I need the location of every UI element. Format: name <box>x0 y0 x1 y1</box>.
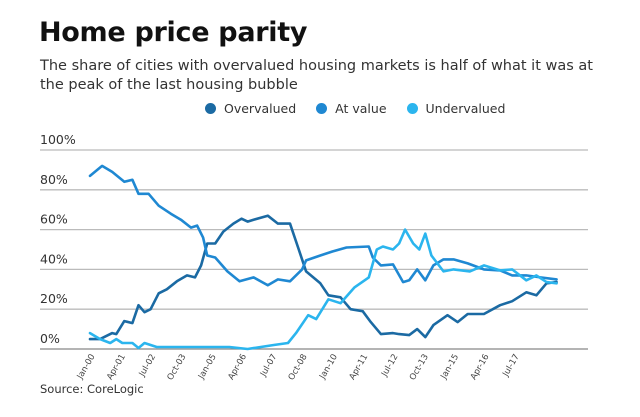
y-tick-label: 40% <box>40 251 68 266</box>
y-tick-label: 20% <box>40 291 68 306</box>
legend-label-undervalued: Undervalued <box>425 101 506 116</box>
x-tick-label: Jan-10 <box>317 353 340 382</box>
x-tick-label: Jul-02 <box>137 353 158 380</box>
y-tick-label: 60% <box>40 212 68 227</box>
legend-dot-at-value <box>316 103 328 114</box>
y-tick-label: 0% <box>40 331 60 346</box>
chart-subtitle: The share of cities with overvalued hous… <box>40 58 593 93</box>
legend-dot-overvalued <box>205 103 216 114</box>
x-tick-label: Apr-11 <box>348 353 371 382</box>
legend-label-overvalued: Overvalued <box>224 101 297 116</box>
x-tick-label: Jul-12 <box>379 353 400 380</box>
legend-item-at-value: At value <box>316 101 387 116</box>
legend-dot-undervalued <box>406 103 418 114</box>
series-line-at-value <box>88 164 558 287</box>
x-tick-label: Jul-17 <box>501 353 522 380</box>
x-tick-label: Jan-00 <box>75 353 98 382</box>
chart-title: Home price parity <box>39 17 308 48</box>
x-tick-label: Apr-06 <box>226 353 249 382</box>
y-tick-label: 100% <box>40 132 76 147</box>
y-tick-label: 80% <box>40 172 68 187</box>
series-line-overvalued <box>88 214 558 341</box>
x-tick-label: Jan-15 <box>439 353 462 382</box>
x-tick-label: Oct-08 <box>287 353 310 383</box>
legend-label-at-value: At value <box>335 101 387 116</box>
x-tick-label: Jan-05 <box>196 353 219 382</box>
legend-item-overvalued: Overvalued <box>205 101 296 116</box>
x-tick-label: Apr-16 <box>469 353 492 382</box>
legend-item-undervalued: Undervalued <box>406 101 506 116</box>
legend: Overvalued At value Undervalued <box>205 101 505 116</box>
series-line-undervalued <box>88 228 558 351</box>
x-tick-label: Jul-07 <box>258 353 279 380</box>
x-tick-label: Oct-03 <box>166 353 189 383</box>
x-tick-label: Apr-01 <box>105 353 128 382</box>
x-tick-label: Oct-13 <box>408 353 431 383</box>
source-note: Source: CoreLogic <box>40 382 144 396</box>
